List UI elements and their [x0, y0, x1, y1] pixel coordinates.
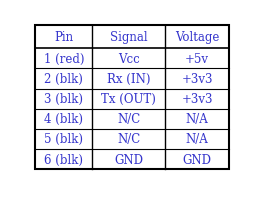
- Text: GND: GND: [114, 153, 143, 166]
- Text: 3 (blk): 3 (blk): [44, 93, 83, 106]
- Text: N/C: N/C: [117, 113, 140, 126]
- Text: +3v3: +3v3: [181, 73, 213, 86]
- Text: Vcc: Vcc: [118, 53, 140, 66]
- Text: 5 (blk): 5 (blk): [44, 133, 83, 146]
- Text: Signal: Signal: [110, 31, 148, 44]
- Text: Rx (IN): Rx (IN): [107, 73, 151, 86]
- Text: GND: GND: [183, 153, 212, 166]
- Text: N/C: N/C: [117, 133, 140, 146]
- Text: Tx (OUT): Tx (OUT): [101, 93, 156, 106]
- Text: +5v: +5v: [185, 53, 209, 66]
- Text: Voltage: Voltage: [175, 31, 219, 44]
- Text: N/A: N/A: [186, 113, 208, 126]
- Text: 1 (red): 1 (red): [44, 53, 84, 66]
- Text: 2 (blk): 2 (blk): [44, 73, 83, 86]
- Text: 4 (blk): 4 (blk): [44, 113, 83, 126]
- Text: 6 (blk): 6 (blk): [44, 153, 83, 166]
- Text: Pin: Pin: [54, 31, 74, 44]
- Text: +3v3: +3v3: [181, 93, 213, 106]
- Text: N/A: N/A: [186, 133, 208, 146]
